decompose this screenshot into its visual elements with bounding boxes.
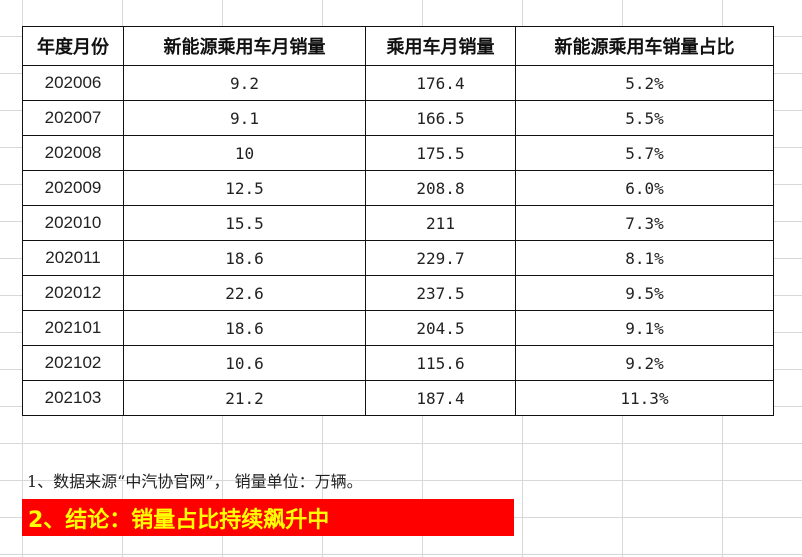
table-row: 202102 10.6 115.6 9.2% xyxy=(22,345,774,381)
cell-nev-share[interactable]: 9.1% xyxy=(515,310,774,346)
cell-passenger-sales[interactable]: 208.8 xyxy=(365,170,516,206)
cell-nev-share[interactable]: 5.7% xyxy=(515,135,774,171)
cell-month[interactable]: 202102 xyxy=(22,345,124,381)
cell-month[interactable]: 202101 xyxy=(22,310,124,346)
cell-nev-share[interactable]: 5.5% xyxy=(515,100,774,136)
source-note[interactable]: 1、数据来源“中汽协官网”， 销量单位：万辆。 xyxy=(27,472,363,491)
cell-month[interactable]: 202006 xyxy=(22,65,124,101)
table-row: 202101 18.6 204.5 9.1% xyxy=(22,310,774,346)
table-row: 202011 18.6 229.7 8.1% xyxy=(22,240,774,276)
conclusion-text: 2、结论：销量占比持续飙升中 xyxy=(28,507,330,533)
cell-passenger-sales[interactable]: 187.4 xyxy=(365,380,516,416)
cell-month[interactable]: 202011 xyxy=(22,240,124,276)
cell-month[interactable]: 202007 xyxy=(22,100,124,136)
cell-passenger-sales[interactable]: 175.5 xyxy=(365,135,516,171)
table-row: 202103 21.2 187.4 11.3% xyxy=(22,380,774,416)
cell-passenger-sales[interactable]: 176.4 xyxy=(365,65,516,101)
cell-nev-sales[interactable]: 22.6 xyxy=(123,275,366,311)
header-nev-sales[interactable]: 新能源乘用车月销量 xyxy=(123,26,366,66)
table-row: 202012 22.6 237.5 9.5% xyxy=(22,275,774,311)
cell-nev-share[interactable]: 6.0% xyxy=(515,170,774,206)
cell-nev-sales[interactable]: 18.6 xyxy=(123,240,366,276)
header-nev-share[interactable]: 新能源乘用车销量占比 xyxy=(515,26,774,66)
cell-month[interactable]: 202008 xyxy=(22,135,124,171)
cell-nev-sales[interactable]: 9.2 xyxy=(123,65,366,101)
cell-passenger-sales[interactable]: 115.6 xyxy=(365,345,516,381)
cell-nev-sales[interactable]: 18.6 xyxy=(123,310,366,346)
cell-nev-sales[interactable]: 21.2 xyxy=(123,380,366,416)
cell-passenger-sales[interactable]: 237.5 xyxy=(365,275,516,311)
sales-table: 年度月份 新能源乘用车月销量 乘用车月销量 新能源乘用车销量占比 202006 … xyxy=(22,26,774,416)
header-month[interactable]: 年度月份 xyxy=(22,26,124,66)
header-passenger-sales[interactable]: 乘用车月销量 xyxy=(365,26,516,66)
cell-passenger-sales[interactable]: 204.5 xyxy=(365,310,516,346)
table-row: 202009 12.5 208.8 6.0% xyxy=(22,170,774,206)
cell-month[interactable]: 202103 xyxy=(22,380,124,416)
table-header-row: 年度月份 新能源乘用车月销量 乘用车月销量 新能源乘用车销量占比 xyxy=(22,26,774,66)
cell-passenger-sales[interactable]: 166.5 xyxy=(365,100,516,136)
cell-month[interactable]: 202009 xyxy=(22,170,124,206)
cell-nev-sales[interactable]: 15.5 xyxy=(123,205,366,241)
cell-nev-share[interactable]: 7.3% xyxy=(515,205,774,241)
cell-nev-sales[interactable]: 12.5 xyxy=(123,170,366,206)
cell-month[interactable]: 202012 xyxy=(22,275,124,311)
cell-nev-sales[interactable]: 10 xyxy=(123,135,366,171)
table-row: 202010 15.5 211 7.3% xyxy=(22,205,774,241)
cell-nev-share[interactable]: 8.1% xyxy=(515,240,774,276)
table-row: 202008 10 175.5 5.7% xyxy=(22,135,774,171)
cell-nev-share[interactable]: 9.5% xyxy=(515,275,774,311)
table-row: 202006 9.2 176.4 5.2% xyxy=(22,65,774,101)
cell-nev-share[interactable]: 5.2% xyxy=(515,65,774,101)
cell-nev-sales[interactable]: 10.6 xyxy=(123,345,366,381)
table-row: 202007 9.1 166.5 5.5% xyxy=(22,100,774,136)
cell-nev-sales[interactable]: 9.1 xyxy=(123,100,366,136)
cell-passenger-sales[interactable]: 229.7 xyxy=(365,240,516,276)
cell-nev-share[interactable]: 9.2% xyxy=(515,345,774,381)
cell-month[interactable]: 202010 xyxy=(22,205,124,241)
cell-nev-share[interactable]: 11.3% xyxy=(515,380,774,416)
cell-passenger-sales[interactable]: 211 xyxy=(365,205,516,241)
conclusion-banner[interactable]: 2、结论：销量占比持续飙升中 xyxy=(22,499,514,536)
